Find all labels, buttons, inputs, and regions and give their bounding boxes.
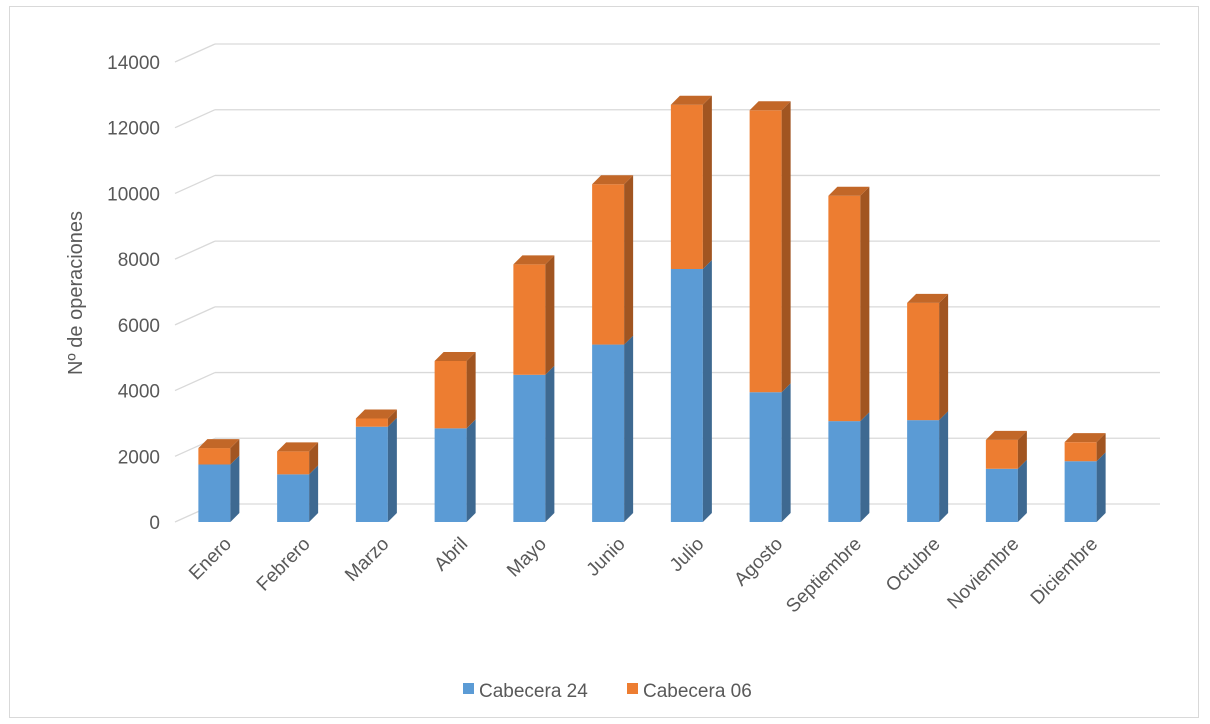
- y-axis-title: Nº de operaciones: [65, 211, 87, 375]
- y-tick-label: 14000: [107, 53, 160, 74]
- y-tick-label: 12000: [107, 119, 160, 140]
- x-tick-label: Junio: [583, 534, 630, 581]
- legend-label: Cabecera 06: [643, 681, 752, 702]
- bar-cabecera-06: [592, 175, 634, 345]
- bar-cabecera-24: [828, 412, 870, 522]
- x-tick-label: Enero: [185, 534, 236, 585]
- legend-label: Cabecera 24: [479, 681, 588, 702]
- bar-cabecera-24: [355, 417, 397, 522]
- bar-cabecera-06: [670, 95, 712, 269]
- x-tick-label: Septiembre: [782, 534, 866, 618]
- legend: Cabecera 24 Cabecera 06: [463, 681, 752, 702]
- x-tick-label: Diciembre: [1027, 534, 1102, 609]
- bar-cabecera-06: [513, 255, 555, 375]
- y-axis-ticks: 0 2000 4000 6000 8000 10000 12000 14000: [107, 53, 160, 534]
- gridline-diagonal: [174, 240, 216, 260]
- bar-cabecera-06: [277, 442, 319, 475]
- gridline-diagonal: [174, 371, 216, 392]
- bar-cabecera-06: [198, 439, 240, 465]
- x-tick-label: Marzo: [341, 534, 393, 586]
- gridline-diagonal: [174, 109, 216, 129]
- y-tick-label: 8000: [118, 250, 160, 271]
- legend-swatch: [463, 683, 474, 694]
- bar-cabecera-24: [198, 455, 240, 522]
- legend-swatch: [627, 683, 638, 694]
- bar-cabecera-24: [434, 419, 476, 522]
- x-tick-label: Noviembre: [944, 534, 1024, 614]
- bar-cabecera-06: [355, 409, 397, 427]
- bar-cabecera-24: [907, 411, 949, 522]
- y-tick-label: 10000: [107, 184, 160, 205]
- x-axis-ticks: Enero Febrero Marzo Abril Mayo Junio Julio Agos…: [185, 534, 1102, 618]
- bar-cabecera-06: [1064, 433, 1106, 462]
- bar-cabecera-24: [749, 383, 791, 522]
- legend-item: Cabecera 24: [463, 681, 588, 702]
- y-tick-label: 2000: [118, 447, 160, 468]
- bar-cabecera-06: [828, 186, 870, 422]
- bar-cabecera-06: [434, 352, 476, 429]
- bar-cabecera-24: [277, 465, 319, 522]
- legend-item: Cabecera 06: [627, 681, 752, 702]
- x-tick-label: Mayo: [503, 534, 551, 582]
- bar-cabecera-06: [907, 293, 949, 421]
- plot-bars: [198, 95, 1106, 522]
- y-tick-label: 0: [149, 513, 160, 534]
- bar-cabecera-24: [985, 459, 1027, 522]
- bar-cabecera-24: [670, 260, 712, 522]
- x-tick-label: Febrero: [253, 534, 315, 596]
- gridline-diagonal: [174, 306, 216, 326]
- gridline-diagonal: [174, 174, 216, 195]
- bar-cabecera-24: [592, 335, 634, 522]
- y-tick-label: 4000: [118, 382, 160, 403]
- bar-cabecera-06: [749, 101, 791, 393]
- gridline-diagonal: [174, 43, 216, 63]
- x-tick-label: Octubre: [882, 534, 945, 597]
- x-tick-label: Abril: [430, 534, 472, 576]
- x-tick-label: Agosto: [730, 534, 787, 591]
- bar-cabecera-06: [985, 430, 1027, 469]
- x-tick-label: Julio: [666, 534, 708, 576]
- y-tick-label: 6000: [118, 316, 160, 337]
- bar-cabecera-24: [513, 365, 555, 522]
- bar-cabecera-24: [1064, 452, 1106, 522]
